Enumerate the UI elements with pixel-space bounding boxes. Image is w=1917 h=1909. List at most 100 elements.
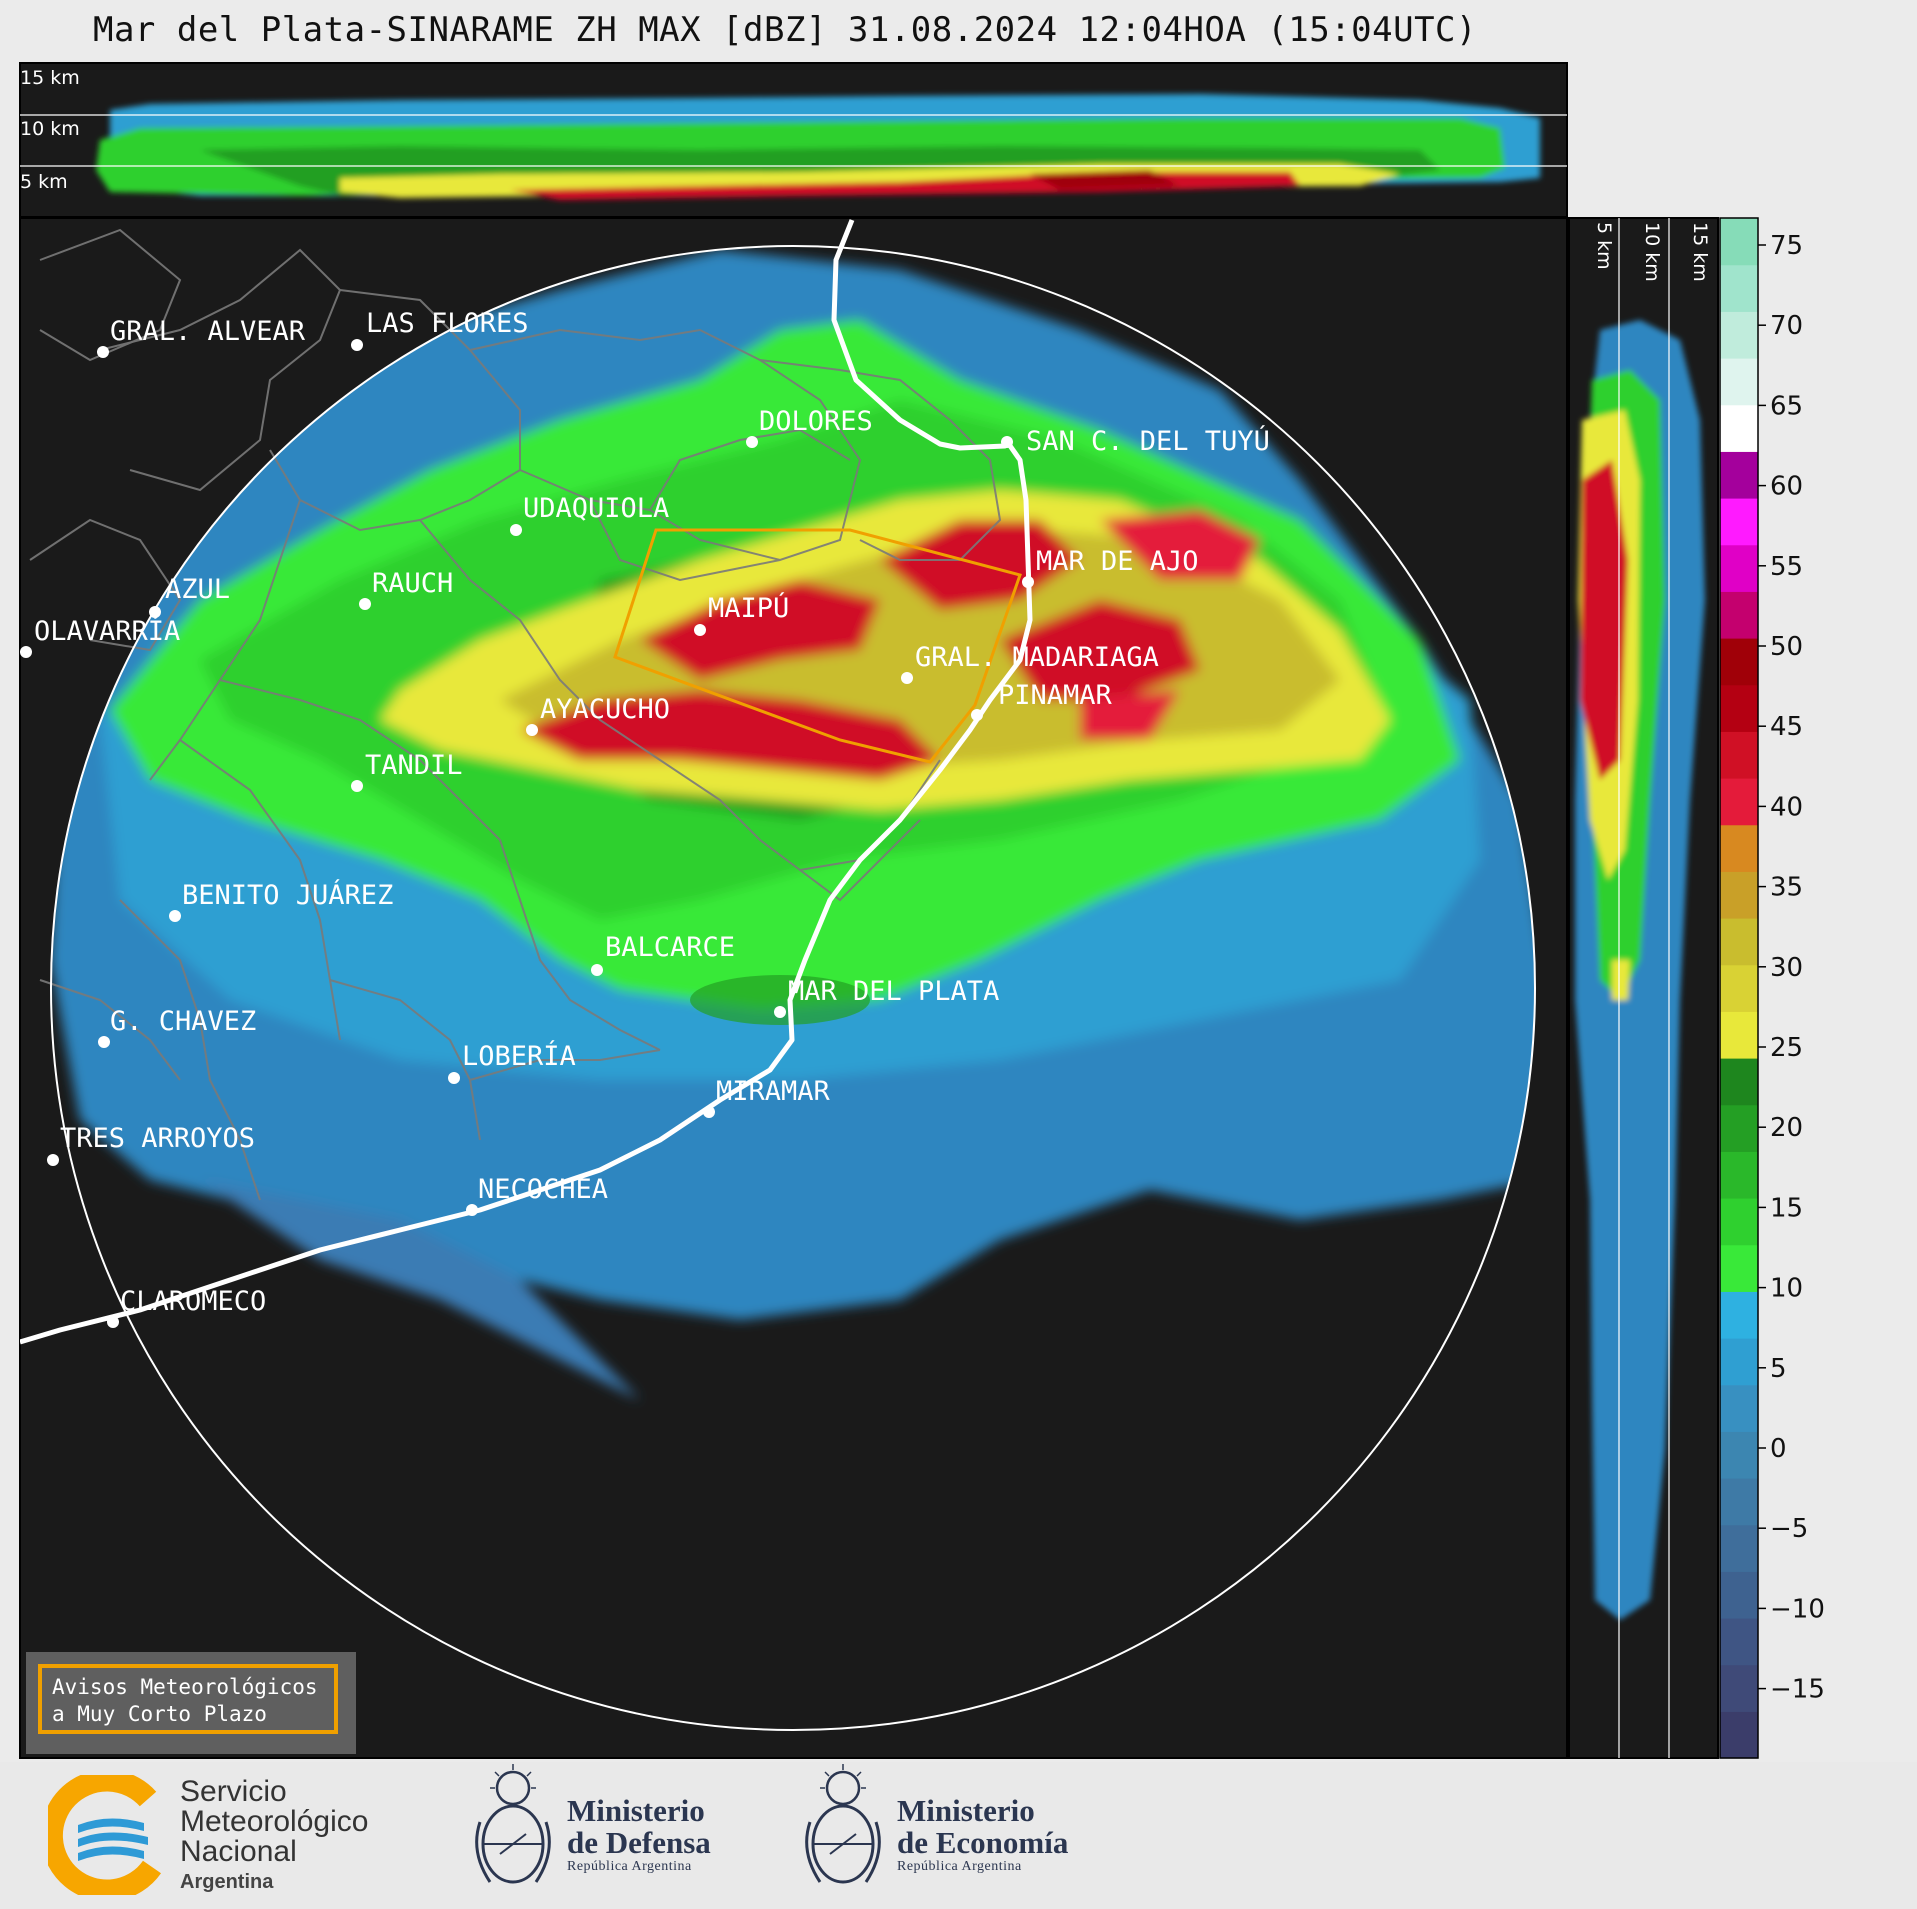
label-las-flores: LAS FLORES — [366, 308, 529, 339]
side-axis-label-10km: 10 km — [1641, 222, 1663, 282]
coat-of-arms-icon — [805, 1764, 881, 1884]
colorbar-cell — [1720, 404, 1758, 452]
colorbar-cell — [1720, 1664, 1758, 1712]
label-ayacucho: AYACUCHO — [540, 694, 670, 725]
colorbar-cell — [1720, 1104, 1758, 1152]
smn-line3: Nacional — [180, 1835, 297, 1868]
colorbar-cell — [1720, 451, 1758, 499]
label-maipu: MAIPÚ — [708, 592, 789, 624]
top-axis-label-5km: 5 km — [20, 171, 68, 193]
label-tandil: TANDIL — [365, 750, 463, 781]
colorbar-cell — [1720, 778, 1758, 826]
colorbar-cell — [1720, 218, 1758, 266]
colorbar-tick-label: 75 — [1770, 231, 1803, 261]
colorbar-cell — [1720, 918, 1758, 966]
colorbar-cell — [1720, 1431, 1758, 1479]
colorbar-cell — [1720, 544, 1758, 592]
label-gral-alvear: GRAL. ALVEAR — [110, 316, 306, 347]
colorbar-tick-label: 20 — [1770, 1113, 1803, 1143]
side-axis-label-5km: 5 km — [1593, 222, 1615, 270]
colorbar-cell — [1720, 1198, 1758, 1246]
colorbar-cell — [1720, 1338, 1758, 1386]
city-markers — [20, 339, 1034, 1328]
colorbar-cell — [1720, 1058, 1758, 1106]
label-loberia: LOBERÍA — [462, 1040, 576, 1072]
warning-legend-line2: a Muy Corto Plazo — [52, 1702, 267, 1726]
colorbar-cell — [1720, 1244, 1758, 1292]
colorbar-cell — [1720, 1478, 1758, 1526]
colorbar-cell — [1720, 684, 1758, 732]
label-udaquiola: UDAQUIOLA — [523, 493, 669, 524]
top-axis-label-15km: 15 km — [20, 67, 80, 89]
top-axis-label-10km: 10 km — [20, 118, 80, 140]
footer — [0, 1762, 1917, 1909]
colorbar-tick-label: −5 — [1770, 1514, 1808, 1544]
smn-line2: Meteorológico — [180, 1805, 369, 1838]
colorbar-tick-label: 15 — [1770, 1193, 1803, 1223]
smn-logo-icon — [48, 1775, 162, 1895]
label-azul: AZUL — [165, 574, 230, 605]
coastline — [20, 219, 1033, 1345]
colorbar-cell — [1720, 1524, 1758, 1572]
colorbar-tick-label: 5 — [1770, 1354, 1787, 1384]
smn-name: Servicio Meteorológico Nacional Argentin… — [180, 1777, 368, 1897]
warning-legend-line1: Avisos Meteorológicos — [52, 1675, 318, 1699]
warning-legend: Avisos Meteorológicos a Muy Corto Plazo — [26, 1652, 356, 1754]
colorbar-cell — [1720, 1151, 1758, 1199]
range-ring — [50, 245, 1536, 1731]
economia-line1: Ministerio — [897, 1793, 1035, 1828]
colorbar-tick-label: 50 — [1770, 632, 1803, 662]
colorbar-cell — [1720, 1711, 1758, 1759]
smn-line1: Servicio — [180, 1775, 287, 1808]
smn-line4: Argentina — [180, 1871, 274, 1893]
label-gral-madariaga: GRAL. MADARIAGA — [915, 642, 1159, 673]
colorbar-cell — [1720, 824, 1758, 872]
economia-line2: de Economía — [897, 1825, 1069, 1860]
colorbar-cell — [1720, 591, 1758, 639]
label-rauch: RAUCH — [372, 568, 453, 599]
label-necochea: NECOCHEA — [478, 1174, 608, 1205]
page-title: Mar del Plata-SINARAME ZH MAX [dBZ] 31.0… — [92, 10, 1477, 50]
label-dolores: DOLORES — [759, 406, 873, 437]
economia-line3: República Argentina — [897, 1859, 1022, 1874]
colorbar-cell — [1720, 1384, 1758, 1432]
colorbar-tick-label: 60 — [1770, 472, 1803, 502]
label-olavarria: OLAVARRÍA — [34, 615, 180, 647]
coat-of-arms-icon — [475, 1764, 551, 1884]
label-pinamar: PINAMAR — [998, 680, 1113, 711]
warning-legend-box: Avisos Meteorológicos a Muy Corto Plazo — [38, 1664, 338, 1734]
economia-name: Ministerio de Economía República Argenti… — [897, 1795, 1068, 1875]
label-tres-arroyos: TRES ARROYOS — [60, 1123, 255, 1154]
colorbar-cell — [1720, 311, 1758, 359]
label-balcarce: BALCARCE — [605, 932, 735, 963]
label-g-chavez: G. CHAVEZ — [110, 1006, 256, 1037]
defensa-line1: Ministerio — [567, 1793, 705, 1828]
defensa-line3: República Argentina — [567, 1859, 692, 1874]
colorbar-cell — [1720, 731, 1758, 779]
colorbar-tick-label: 70 — [1770, 311, 1803, 341]
colorbar-cell — [1720, 964, 1758, 1012]
colorbar-tick-label: 35 — [1770, 873, 1803, 903]
side-cross-section: 5 km 10 km 15 km — [1568, 217, 1719, 1759]
side-axis-label-15km: 15 km — [1689, 222, 1711, 282]
colorbar-cell — [1720, 498, 1758, 546]
colorbar-cell — [1720, 638, 1758, 686]
colorbar-tick-label: 45 — [1770, 712, 1803, 742]
colorbar-tick-label: −10 — [1770, 1594, 1825, 1624]
label-mar-de-ajo: MAR DE AJO — [1036, 546, 1199, 577]
colorbar-tick-label: −15 — [1770, 1675, 1825, 1705]
colorbar-tick-label: 10 — [1770, 1274, 1803, 1304]
colorbar-cell — [1720, 1618, 1758, 1666]
colorbar-cell — [1720, 358, 1758, 406]
top-cross-section: 15 km 10 km 5 km — [19, 62, 1568, 218]
colorbar-tick-label: 40 — [1770, 792, 1803, 822]
colorbar-tick-label: 0 — [1770, 1434, 1787, 1464]
defensa-name: Ministerio de Defensa República Argentin… — [567, 1795, 711, 1875]
label-miramar: MIRAMAR — [716, 1076, 831, 1107]
label-mar-del-plata: MAR DEL PLATA — [788, 976, 999, 1007]
label-san-clemente: SAN C. DEL TUYÚ — [1026, 425, 1270, 457]
colorbar-tick-label: 30 — [1770, 953, 1803, 983]
colorbar-tick-label: 55 — [1770, 552, 1803, 582]
